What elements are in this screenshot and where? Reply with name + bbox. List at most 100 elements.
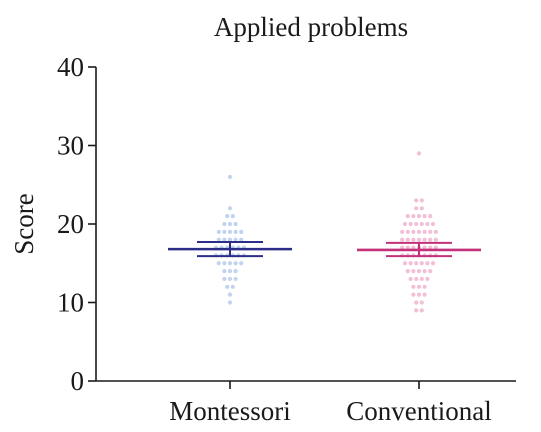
- data-point: [428, 214, 433, 219]
- data-point: [411, 237, 416, 242]
- data-point: [222, 261, 227, 266]
- data-point: [222, 221, 227, 227]
- data-point: [227, 261, 233, 266]
- data-point: [430, 261, 436, 266]
- data-point: [416, 269, 422, 274]
- axes: 0 10 20 30 40: [57, 52, 516, 396]
- data-point: [227, 300, 233, 305]
- data-point: [222, 237, 227, 242]
- summary-bars: [168, 241, 481, 258]
- data-point: [400, 237, 405, 242]
- data-point: [419, 300, 424, 305]
- data-point: [222, 276, 227, 282]
- data-point: [405, 214, 410, 219]
- data-point: [422, 237, 427, 242]
- data-point: [416, 151, 422, 156]
- category-label: Conventional: [346, 396, 491, 426]
- data-point: [422, 269, 427, 274]
- y-axis-label: Score: [9, 193, 39, 254]
- category-labels: Montessori Conventional: [169, 396, 491, 426]
- data-point: [227, 206, 233, 211]
- data-point: [414, 221, 419, 227]
- data-point: [411, 269, 416, 274]
- chart-title: Applied problems: [214, 12, 408, 42]
- data-point: [239, 261, 244, 266]
- data-point: [233, 229, 238, 234]
- data-point: [416, 237, 422, 242]
- data-point: [239, 237, 244, 242]
- data-point: [433, 237, 438, 242]
- data-point: [414, 308, 419, 313]
- data-point: [216, 229, 221, 234]
- data-point: [216, 237, 221, 242]
- data-point: [227, 174, 233, 179]
- data-point: [239, 229, 244, 234]
- data-point: [416, 284, 422, 289]
- data-point: [414, 206, 419, 211]
- data-points: [213, 151, 438, 313]
- data-point: [400, 245, 405, 250]
- y-tick-label: 10: [57, 288, 84, 318]
- data-point: [233, 269, 238, 274]
- data-point: [419, 261, 424, 266]
- data-point: [402, 261, 408, 266]
- y-tick-label: 30: [57, 131, 84, 161]
- data-point: [233, 261, 238, 266]
- data-point: [411, 245, 416, 250]
- data-point: [405, 229, 410, 234]
- data-point: [400, 229, 405, 234]
- data-point: [233, 276, 238, 282]
- data-point: [414, 261, 419, 266]
- data-point: [433, 245, 438, 250]
- data-point: [216, 261, 221, 266]
- y-tick-label: 0: [71, 366, 85, 396]
- category-label: Montessori: [169, 396, 291, 426]
- data-point: [425, 221, 430, 227]
- data-point: [414, 198, 419, 203]
- data-point: [430, 221, 436, 227]
- data-point: [411, 229, 416, 234]
- data-point: [411, 284, 416, 289]
- data-point: [411, 214, 416, 219]
- y-tick-label: 40: [57, 52, 84, 82]
- data-point: [416, 292, 422, 297]
- data-point: [405, 237, 410, 242]
- data-point: [408, 276, 413, 282]
- data-point: [419, 276, 424, 282]
- data-point: [227, 269, 233, 274]
- data-point: [222, 269, 227, 274]
- data-point: [230, 284, 235, 289]
- data-point: [422, 245, 427, 250]
- data-point: [233, 237, 238, 242]
- data-point: [408, 261, 413, 266]
- data-point: [428, 229, 433, 234]
- data-point: [422, 284, 427, 289]
- data-point: [227, 229, 233, 234]
- data-point: [419, 206, 424, 211]
- data-point: [405, 245, 410, 250]
- data-point: [408, 221, 413, 227]
- data-point: [416, 214, 422, 219]
- data-point: [428, 269, 433, 274]
- data-point: [422, 229, 427, 234]
- data-point: [425, 261, 430, 266]
- data-point: [230, 214, 235, 219]
- data-point: [225, 214, 230, 219]
- data-point: [419, 221, 424, 227]
- data-point: [411, 292, 416, 297]
- data-point: [433, 229, 438, 234]
- data-point: [414, 276, 419, 282]
- data-point: [422, 214, 427, 219]
- data-point: [222, 229, 227, 234]
- y-tick-label: 20: [57, 209, 84, 239]
- data-point: [233, 221, 238, 227]
- data-point: [428, 237, 433, 242]
- data-point: [422, 292, 427, 297]
- data-point: [416, 229, 422, 234]
- data-point: [405, 269, 410, 274]
- data-point: [428, 245, 433, 250]
- data-point: [225, 284, 230, 289]
- data-point: [402, 221, 408, 227]
- data-point: [425, 276, 430, 282]
